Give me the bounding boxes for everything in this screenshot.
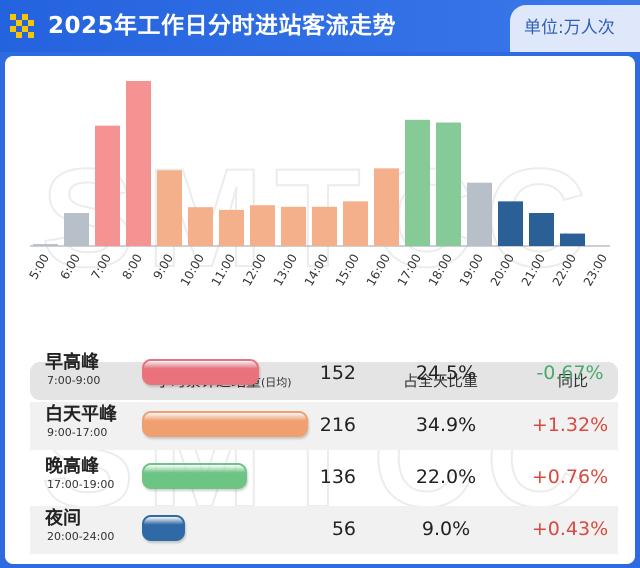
yoy-value: +0.43%	[531, 518, 609, 540]
tick-label-12:00: 12:00	[240, 252, 269, 289]
yoy-value: +0.76%	[531, 466, 609, 488]
bar-9:00	[157, 170, 182, 246]
cumulative-value: 216	[319, 414, 356, 436]
tick-label-18:00: 18:00	[426, 252, 455, 289]
cumulative-bar	[142, 515, 186, 541]
tick-label-20:00: 20:00	[488, 252, 517, 289]
period-time: 20:00-24:00	[47, 530, 115, 543]
table-row: 白天平峰 9:00-17:00 216 34.9% +1.32%	[30, 402, 618, 450]
header-yoy: 同比	[558, 372, 589, 390]
tick-label-9:00: 9:00	[150, 252, 176, 282]
tick-label-22:00: 22:00	[550, 252, 579, 289]
bar-12:00	[250, 205, 275, 246]
cumulative-value: 56	[331, 518, 356, 540]
unit-label-tab: 单位:万人次	[510, 5, 640, 52]
period-name: 早高峰	[45, 352, 99, 373]
hourly-bar-chart: 5:00 6:00 7:00 8:00 9:00 10:00 11:00 12:00 13:00…	[26, 81, 610, 289]
bar-14:00	[312, 206, 337, 246]
yoy-value: +1.32%	[531, 414, 609, 436]
bar-13:00	[281, 206, 306, 246]
tick-label-21:00: 21:00	[519, 252, 548, 289]
content-panel: SMTCC SMTCC 5:006:007:008:009:0010:0011:…	[5, 56, 635, 564]
bar-11:00	[219, 209, 244, 246]
bar-8:00	[126, 81, 151, 246]
period-time: 7:00-9:00	[47, 374, 101, 387]
cumulative-bar	[142, 411, 308, 437]
table-row: 夜间 20:00-24:00 56 9.0% +0.43%	[30, 506, 618, 554]
bar-22:00	[560, 233, 585, 246]
cumulative-bar	[142, 359, 259, 385]
cumulative-value: 136	[319, 466, 356, 488]
grid-logo-icon	[10, 14, 34, 38]
bar-10:00	[188, 207, 213, 246]
tick-label-15:00: 15:00	[333, 252, 362, 289]
tick-label-13:00: 13:00	[271, 252, 300, 289]
header-share: 占全天比重	[403, 372, 479, 390]
table-row: 早高峰 7:00-9:00 152 24.5% -0.67%	[30, 350, 618, 398]
period-time: 17:00-19:00	[47, 478, 115, 491]
tick-label-16:00: 16:00	[364, 252, 393, 289]
tick-label-5:00: 5:00	[26, 252, 52, 282]
share-value: 9.0%	[421, 518, 471, 540]
tick-label-19:00: 19:00	[457, 252, 486, 289]
share-value: 24.5%	[415, 362, 477, 384]
yoy-value: -0.67%	[536, 362, 604, 384]
tick-label-11:00: 11:00	[209, 252, 238, 289]
tick-label-10:00: 10:00	[178, 252, 207, 289]
bar-17:00	[405, 119, 430, 246]
bar-6:00	[64, 213, 89, 246]
share-value: 34.9%	[415, 414, 477, 436]
tick-label-17:00: 17:00	[395, 252, 424, 289]
tick-label-7:00: 7:00	[88, 252, 114, 282]
share-value: 22.0%	[415, 466, 477, 488]
cumulative-value: 152	[319, 362, 356, 384]
bar-15:00	[343, 201, 368, 246]
bar-20:00	[498, 201, 523, 246]
table-row: 晚高峰 17:00-19:00 136 22.0% +0.76%	[30, 454, 618, 502]
period-name: 夜间	[45, 508, 81, 529]
bar-5:00	[33, 244, 58, 246]
tick-label-6:00: 6:00	[57, 252, 83, 282]
tick-label-23:00: 23:00	[581, 252, 610, 289]
period-name: 晚高峰	[45, 456, 99, 477]
bar-18:00	[436, 122, 461, 246]
bar-21:00	[529, 213, 554, 246]
period-time: 9:00-17:00	[47, 426, 108, 439]
tick-label-8:00: 8:00	[119, 252, 145, 282]
unit-label: 单位:万人次	[524, 18, 615, 38]
page-title: 2025年工作日分时进站客流走势	[48, 13, 397, 39]
cumulative-bar	[142, 463, 247, 489]
tick-label-14:00: 14:00	[302, 252, 331, 289]
bar-16:00	[374, 168, 399, 246]
bar-7:00	[95, 125, 120, 246]
bar-19:00	[467, 182, 492, 246]
period-name: 白天平峰	[45, 404, 117, 425]
header-bar: 2025年工作日分时进站客流走势 单位:万人次	[0, 0, 640, 52]
